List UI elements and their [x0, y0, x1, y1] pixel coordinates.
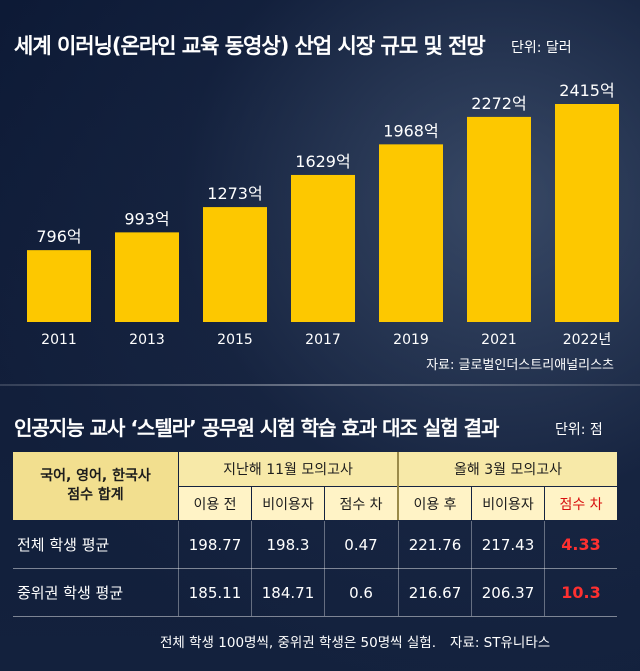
bar-2015: [203, 207, 267, 322]
x-tick-label: 2013: [129, 332, 165, 348]
chart-source: 자료: 글로벌인더스트리애널리스츠: [426, 358, 614, 373]
table-bottom-line: [13, 616, 617, 617]
subheader-diff-2: 점수 차: [545, 487, 617, 520]
group-separator: [397, 452, 399, 520]
x-tick-label: 2019: [393, 332, 429, 348]
footnote-source: 자료: ST유니타스: [450, 635, 551, 651]
bar-2011: [27, 250, 91, 322]
bar-2019: [379, 144, 443, 322]
x-tick-label: 2017: [305, 332, 341, 348]
table-col-line: [251, 521, 252, 616]
table-col-line: [544, 521, 545, 616]
cell-all-diff-2: 4.33: [561, 535, 601, 554]
table-footnote: 전체 학생 100명씩, 중위권 학생은 50명씩 실험. 자료: ST유니타스: [160, 631, 550, 651]
x-tick-label: 2011: [41, 332, 77, 348]
subheader-before: 이용 전: [179, 487, 251, 520]
bar-value-label: 1273억: [207, 184, 262, 203]
bar-value-label: 796억: [36, 227, 81, 246]
corner-header-line1: 국어, 영어, 한국사: [40, 468, 151, 484]
bar-2022년: [555, 104, 619, 322]
x-tick-label: 2015: [217, 332, 253, 348]
row-label-all: 전체 학생 평균: [17, 536, 110, 554]
cell-all-diff-1: 0.47: [344, 535, 378, 554]
x-tick-label: 2021: [481, 332, 517, 348]
subheader-nonuser-2: 비이용자: [472, 487, 544, 520]
market-size-bar-chart: 796억 2011 993억 2013 1273억 2015 1629억 2017 1968억 2…: [27, 81, 619, 348]
table-col-line: [324, 521, 325, 616]
bar-2013: [115, 232, 179, 322]
cell-middle-diff-1: 0.6: [349, 583, 373, 602]
chart-unit: 단위: 달러: [511, 40, 572, 56]
table-corner-header: 국어, 영어, 한국사 점수 합계: [13, 452, 178, 520]
bar-value-label: 2415억: [559, 81, 614, 100]
corner-header-line2: 점수 합계: [67, 487, 124, 503]
section-divider: [0, 384, 640, 386]
table-row-line: [13, 568, 617, 569]
footnote-text: 전체 학생 100명씩, 중위권 학생은 50명씩 실험.: [160, 635, 436, 651]
cell-all-nonuser-1: 198.3: [266, 535, 310, 554]
group-header-this-march: 올해 3월 모의고사: [399, 452, 617, 486]
table-col-line: [178, 521, 179, 616]
cell-middle-diff-2: 10.3: [561, 583, 601, 602]
chart-title: 세계 이러닝(온라인 교육 동영상) 산업 시장 규모 및 전망: [14, 34, 486, 58]
row-label-middle: 중위권 학생 평균: [17, 584, 124, 602]
subheader-nonuser-1: 비이용자: [252, 487, 324, 520]
cell-all-before: 198.77: [188, 535, 242, 554]
bar-value-label: 2272억: [471, 94, 526, 113]
cell-middle-before: 185.11: [188, 583, 242, 602]
table-unit: 단위: 점: [555, 422, 603, 438]
group-header-last-november: 지난해 11월 모의고사: [179, 452, 397, 486]
cell-middle-nonuser-1: 184.71: [261, 583, 315, 602]
cell-all-after: 221.76: [408, 535, 462, 554]
table-col-line: [471, 521, 472, 616]
table-title: 인공지능 교사 ‘스텔라’ 공무원 시험 학습 효과 대조 실험 결과: [14, 416, 499, 440]
cell-middle-after: 216.67: [408, 583, 462, 602]
bar-value-label: 1968억: [383, 121, 438, 140]
bar-value-label: 1629억: [295, 152, 350, 171]
subheader-diff-1: 점수 차: [325, 487, 397, 520]
subheader-after: 이용 후: [399, 487, 471, 520]
experiment-results-table: 국어, 영어, 한국사 점수 합계 지난해 11월 모의고사 올해 3월 모의고…: [13, 452, 617, 617]
cell-all-nonuser-2: 217.43: [481, 535, 535, 554]
bar-2021: [467, 116, 531, 322]
bar-2017: [291, 174, 355, 322]
table-col-line: [398, 521, 399, 616]
bar-value-label: 993억: [124, 209, 169, 228]
cell-middle-nonuser-2: 206.37: [481, 583, 535, 602]
x-tick-label: 2022년: [563, 332, 612, 348]
